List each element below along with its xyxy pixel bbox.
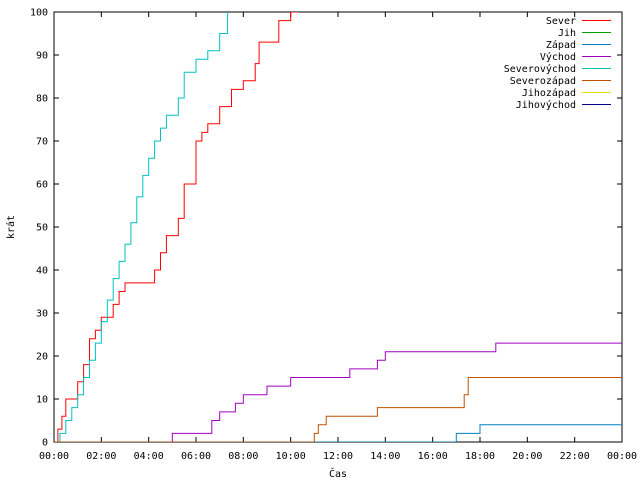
y-tick-label: 20 (36, 352, 48, 363)
series-line-3 (54, 342, 622, 442)
y-tick-label: 50 (36, 223, 48, 234)
x-tick-label: 04:00 (134, 451, 164, 462)
legend-label: Sever (546, 16, 576, 27)
y-tick-label: 10 (36, 395, 48, 406)
x-tick-label: 10:00 (276, 451, 306, 462)
y-tick-label: 70 (36, 137, 48, 148)
x-tick-label: 02:00 (86, 451, 116, 462)
y-tick-label: 40 (36, 266, 48, 277)
series-line-5 (54, 377, 622, 442)
x-tick-label: 00:00 (607, 451, 637, 462)
x-tick-label: 00:00 (39, 451, 69, 462)
series-line-2 (54, 424, 622, 442)
x-tick-label: 16:00 (418, 451, 448, 462)
legend-label: Východ (540, 51, 576, 63)
legend-label: Západ (546, 39, 576, 51)
x-axis-label: Čas (329, 467, 347, 480)
series-line-4 (54, 12, 229, 442)
x-tick-label: 22:00 (560, 451, 590, 462)
y-tick-label: 80 (36, 94, 48, 105)
legend-label: Jihozápad (522, 87, 576, 99)
legend-label: Jih (558, 28, 576, 39)
x-tick-label: 08:00 (228, 451, 258, 462)
x-tick-label: 06:00 (181, 451, 211, 462)
x-tick-label: 18:00 (465, 451, 495, 462)
y-tick-label: 60 (36, 180, 48, 191)
legend-label: Severovýchod (504, 63, 576, 75)
x-tick-label: 14:00 (370, 451, 400, 462)
legend-label: Severozápad (510, 75, 576, 87)
x-tick-label: 12:00 (323, 451, 353, 462)
legend-label: Jihovýchod (516, 99, 576, 111)
y-tick-label: 100 (30, 8, 48, 19)
y-tick-label: 90 (36, 51, 48, 62)
series-line-0 (54, 12, 299, 442)
y-axis-label: krát (5, 215, 17, 239)
y-tick-label: 30 (36, 309, 48, 320)
x-tick-label: 20:00 (512, 451, 542, 462)
y-tick-label: 0 (42, 438, 48, 449)
